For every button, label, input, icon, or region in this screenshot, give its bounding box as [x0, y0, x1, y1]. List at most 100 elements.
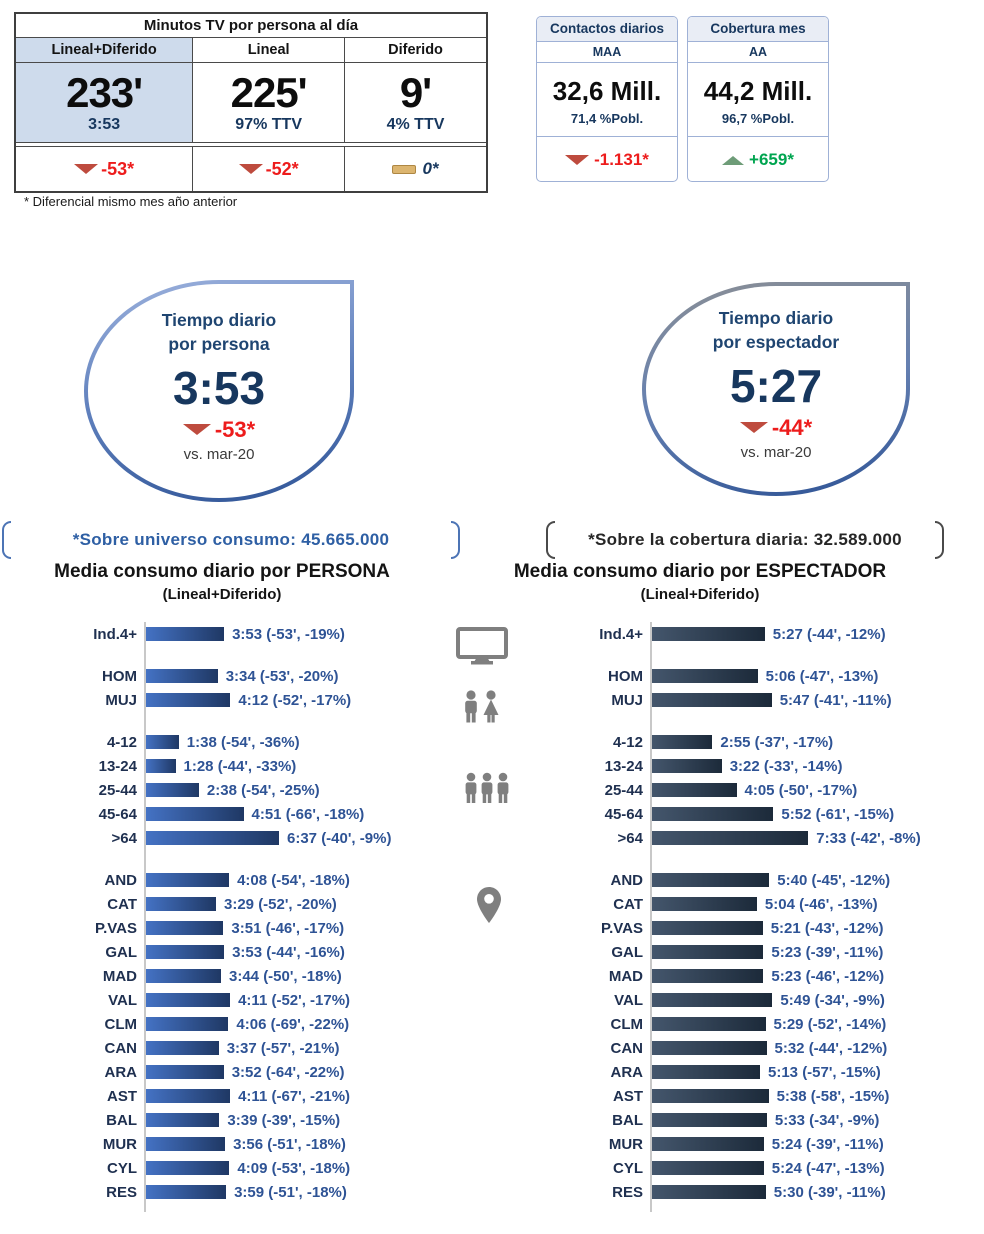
location-pin-icon: [477, 887, 501, 923]
chart-row->64: >64 6:37 (-40', -9%): [22, 826, 477, 850]
bar: [652, 897, 757, 911]
bar-cell: 5:06 (-47', -13%): [650, 664, 984, 688]
chart-subtitle-persona: (Lineal+Diferido): [162, 586, 282, 603]
category-label: MAD: [608, 967, 643, 985]
bar: [146, 807, 244, 821]
value-label: 5:33 (-34', -9%): [774, 1111, 880, 1129]
chart-row-Ind.4+: Ind.4+ 5:27 (-44', -12%): [524, 622, 984, 646]
bar-cell: 5:04 (-46', -13%): [650, 892, 984, 916]
category-label: CAT: [107, 895, 137, 913]
value-label: 3:22 (-33', -14%): [729, 757, 843, 775]
category-label: CYL: [107, 1159, 137, 1177]
chart-group-gap: [524, 850, 984, 868]
category-label: 4-12: [106, 733, 137, 751]
chart-row-45-64: 45-64 5:52 (-61', -15%): [524, 802, 984, 826]
bar-cell: 5:23 (-46', -12%): [650, 964, 984, 988]
bar-chart-persona: Ind.4+ 3:53 (-53', -19%) HOM 3:34 (-53', -2…: [22, 622, 477, 1212]
chart-row-AND: AND 5:40 (-45', -12%): [524, 868, 984, 892]
category-label: Ind.4+: [599, 625, 643, 643]
category-label: BAL: [612, 1111, 643, 1129]
category-label: VAL: [614, 991, 643, 1009]
delta-value: -53*: [101, 158, 135, 179]
drop-title-line1: Tiempo diario: [161, 310, 277, 331]
value-label: 2:55 (-37', -17%): [720, 733, 834, 751]
value-label: 4:08 (-54', -18%): [237, 871, 350, 889]
kpi-card-value: 32,6 Mill.: [552, 76, 662, 106]
chart-row-BAL: BAL 3:39 (-39', -15%): [22, 1108, 477, 1132]
bar: [146, 735, 179, 749]
value-label: 4:06 (-69', -22%): [236, 1015, 350, 1033]
bar: [652, 945, 764, 959]
category-label: AST: [107, 1087, 137, 1105]
bar-cell: 5:38 (-58', -15%): [650, 1084, 984, 1108]
flat-dash-icon: [392, 164, 417, 174]
bar-cell: 5:13 (-57', -15%): [650, 1060, 984, 1084]
category-label: 25-44: [604, 781, 643, 799]
chart-row->64: >64 7:33 (-42', -8%): [524, 826, 984, 850]
value-label: 4:12 (-52', -17%): [238, 691, 352, 709]
bar-cell: 4:51 (-66', -18%): [144, 802, 477, 826]
chart-row-AND: AND 4:08 (-54', -18%): [22, 868, 477, 892]
value-label: 3:56 (-51', -18%): [233, 1135, 346, 1153]
delta-cell-lineal: -52*: [192, 146, 345, 191]
minutes-sub: 3:53: [88, 116, 121, 134]
bar: [146, 693, 231, 707]
chart-row-CAN: CAN 3:37 (-57', -21%): [22, 1036, 477, 1060]
minutes-tv-table: Minutos TV por persona al día Lineal+Dif…: [14, 12, 488, 193]
category-label: ARA: [610, 1063, 644, 1081]
chart-row-CYL: CYL 5:24 (-47', -13%): [524, 1156, 984, 1180]
col-header-lineal: Lineal: [192, 38, 345, 63]
delta-cell-lineal-diferido: -53*: [16, 146, 193, 191]
value-label: 5:47 (-41', -11%): [779, 691, 892, 709]
category-label: MAD: [102, 967, 137, 985]
value-label: 3:53 (-53', -19%): [232, 625, 345, 643]
kpi-card-metric: MAA: [537, 42, 677, 63]
bar: [652, 1065, 760, 1079]
value-label: 3:37 (-57', -21%): [226, 1039, 340, 1057]
bar: [146, 831, 279, 845]
bar: [146, 669, 218, 683]
note-universo-consumo: *Sobre universo consumo: 45.665.000: [2, 518, 460, 562]
drop-comparison-period: vs. mar-20: [740, 443, 812, 461]
bar: [652, 1113, 767, 1127]
bar: [652, 1017, 766, 1031]
category-label: AST: [613, 1087, 643, 1105]
bar-cell: 5:23 (-39', -11%): [650, 940, 984, 964]
bar: [146, 897, 216, 911]
triangle-down-icon: [74, 164, 99, 174]
bar-cell: 3:22 (-33', -14%): [650, 754, 984, 778]
chart-row-AST: AST 4:11 (-67', -21%): [22, 1084, 477, 1108]
chart-row-4-12: 4-12 1:38 (-54', -36%): [22, 730, 477, 754]
bar-cell: 2:38 (-54', -25%): [144, 778, 477, 802]
category-label: CLM: [610, 1015, 644, 1033]
bar: [652, 1161, 764, 1175]
kpi-card-delta: +659*: [688, 136, 828, 181]
value-label: 5:04 (-46', -13%): [764, 895, 878, 913]
kpi-card-metric: AA: [688, 42, 828, 63]
value-label: 3:51 (-46', -17%): [231, 919, 345, 937]
chart-row-GAL: GAL 3:53 (-44', -16%): [22, 940, 477, 964]
chart-row-MUJ: MUJ 4:12 (-52', -17%): [22, 688, 477, 712]
kpi-card-body: 32,6 Mill. 71,4 %Pobl.: [537, 63, 677, 136]
category-label: AND: [610, 871, 644, 889]
category-label: CAN: [104, 1039, 138, 1057]
bar: [652, 1137, 764, 1151]
table-footnote: * Diferencial mismo mes año anterior: [24, 194, 238, 209]
value-label: 4:11 (-67', -21%): [238, 1087, 351, 1105]
category-label: AND: [104, 871, 138, 889]
chart-row-RES: RES 3:59 (-51', -18%): [22, 1180, 477, 1204]
chart-row-P.VAS: P.VAS 3:51 (-46', -17%): [22, 916, 477, 940]
minutes-tv-delta-row: -53* -52* 0*: [16, 143, 486, 191]
minutes-tv-table-title: Minutos TV por persona al día: [16, 14, 486, 38]
kpi-card-delta: -1.131*: [537, 136, 677, 181]
chart-row-CAT: CAT 3:29 (-52', -20%): [22, 892, 477, 916]
bar: [146, 1017, 229, 1031]
kpi-card-cobertura-mes: Cobertura mes AA 44,2 Mill. 96,7 %Pobl. …: [687, 16, 829, 182]
category-label: HOM: [608, 667, 643, 685]
category-label: RES: [612, 1183, 643, 1201]
chart-row-CAN: CAN 5:32 (-44', -12%): [524, 1036, 984, 1060]
delta-value: 0*: [422, 159, 439, 178]
bar-cell: 1:38 (-54', -36%): [144, 730, 477, 754]
bar: [146, 1089, 231, 1103]
bar-cell: 5:24 (-47', -13%): [650, 1156, 984, 1180]
